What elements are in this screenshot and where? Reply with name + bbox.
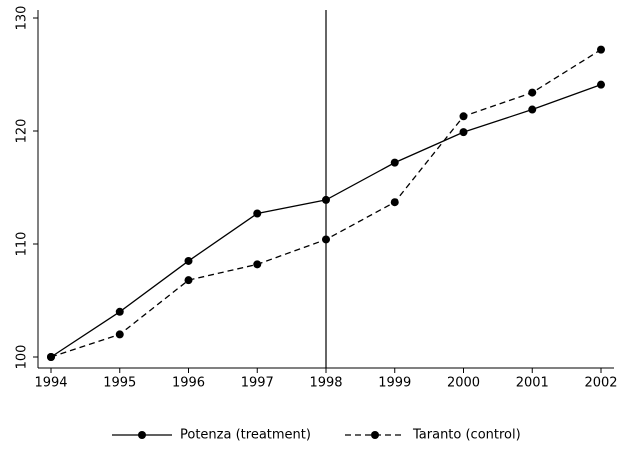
x-tick-label: 1999 <box>378 376 411 391</box>
x-tick-label: 1995 <box>103 376 136 391</box>
legend-label: Potenza (treatment) <box>180 428 311 443</box>
y-tick-label: 130 <box>15 6 30 31</box>
x-tick-label: 2001 <box>516 376 549 391</box>
data-point <box>115 307 124 316</box>
data-point <box>253 209 262 218</box>
data-point <box>184 276 193 285</box>
x-tick-label: 1997 <box>241 376 274 391</box>
y-tick-label: 100 <box>15 345 30 370</box>
x-tick-label: 2002 <box>584 376 617 391</box>
data-point <box>322 235 330 244</box>
data-point <box>322 195 330 204</box>
data-point <box>390 198 399 207</box>
x-tick-label: 2000 <box>447 376 480 391</box>
data-point <box>528 88 537 97</box>
data-point <box>459 112 468 121</box>
data-point <box>597 45 605 54</box>
data-point <box>597 80 605 89</box>
x-tick-label: 1996 <box>172 376 205 391</box>
data-point <box>253 260 262 269</box>
data-point <box>184 256 193 265</box>
legend-label: Taranto (control) <box>412 428 521 443</box>
data-point <box>459 128 468 137</box>
data-point <box>528 105 537 114</box>
y-tick-label: 120 <box>15 119 30 144</box>
x-tick-label: 1994 <box>34 376 67 391</box>
legend-marker <box>371 431 379 439</box>
y-tick-label: 110 <box>15 232 30 257</box>
legend-marker <box>138 431 146 439</box>
data-point <box>390 158 399 167</box>
x-tick-label: 1998 <box>309 376 342 391</box>
data-point <box>115 330 124 339</box>
data-point <box>47 353 55 361</box>
